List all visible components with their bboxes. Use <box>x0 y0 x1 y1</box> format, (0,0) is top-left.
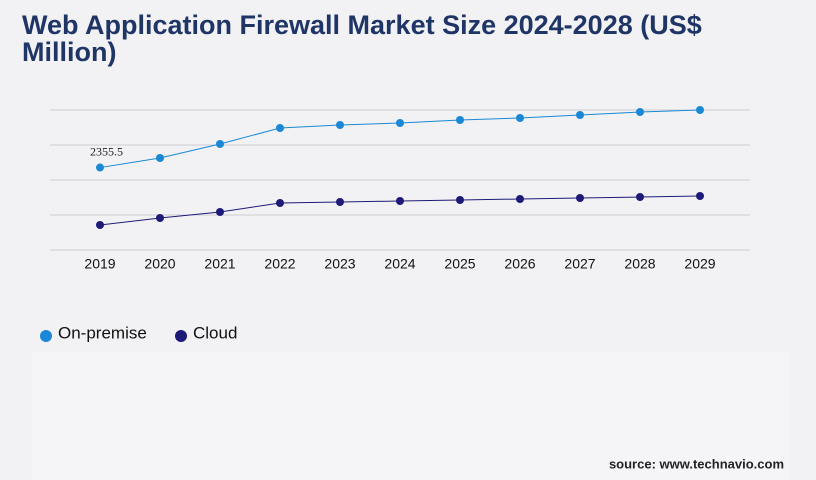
legend-marker <box>175 330 187 342</box>
chart-title: Web Application Firewall Market Size 202… <box>22 12 702 67</box>
x-tick-label: 2027 <box>564 256 595 272</box>
marker <box>456 116 464 125</box>
marker <box>156 214 164 223</box>
x-tick-label: 2021 <box>204 256 235 272</box>
marker <box>336 198 344 207</box>
legend-label: Cloud <box>193 323 237 342</box>
marker <box>696 191 704 200</box>
marker <box>156 153 164 162</box>
marker <box>276 198 284 207</box>
x-tick-label: 2024 <box>384 256 415 272</box>
marker <box>636 107 644 116</box>
marker <box>516 195 524 204</box>
x-tick-label: 2022 <box>264 256 295 272</box>
marker <box>216 139 224 148</box>
x-tick-label: 2025 <box>444 256 475 272</box>
legend-label: On-premise <box>58 323 147 342</box>
x-tick-label: 2028 <box>624 256 655 272</box>
source: source: www.technavio.com <box>609 456 784 471</box>
title-box: Web Application Firewall Market Size 202… <box>22 12 702 67</box>
x-tick-label: 2019 <box>84 256 115 272</box>
marker <box>216 207 224 216</box>
x-tick-label: 2020 <box>144 256 175 272</box>
x-tick-label: 2023 <box>324 256 355 272</box>
panel <box>32 352 790 480</box>
marker <box>336 121 344 130</box>
marker <box>576 193 584 202</box>
marker <box>456 195 464 204</box>
marker <box>516 114 524 123</box>
marker <box>396 197 404 205</box>
marker <box>696 106 704 114</box>
data-label: 2355.5 <box>90 144 123 158</box>
marker <box>96 221 104 230</box>
marker <box>576 111 584 120</box>
marker <box>96 163 104 172</box>
marker <box>396 118 404 127</box>
legend-marker <box>40 330 52 342</box>
x-tick-label: 2026 <box>504 256 535 272</box>
marker <box>276 123 284 132</box>
x-tick-label: 2029 <box>684 256 715 272</box>
marker <box>636 193 644 202</box>
